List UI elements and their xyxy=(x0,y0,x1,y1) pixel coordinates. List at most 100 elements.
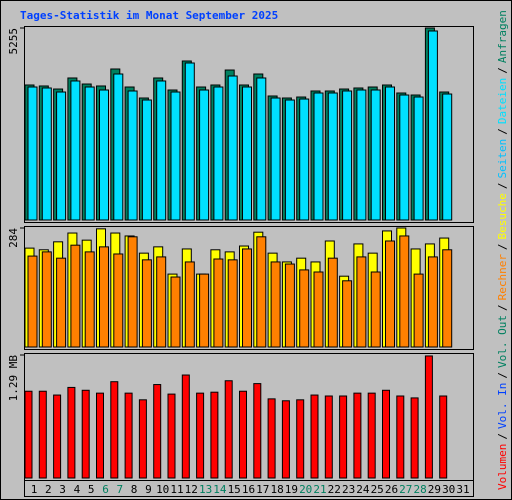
bar xyxy=(127,90,138,221)
bar xyxy=(310,394,319,479)
bar xyxy=(427,30,438,221)
bar xyxy=(367,392,376,479)
bar xyxy=(113,73,124,221)
bar xyxy=(153,384,162,479)
bar xyxy=(442,93,453,221)
x-tick-label: 22 xyxy=(328,483,341,496)
bar xyxy=(67,386,76,479)
bar xyxy=(99,246,109,348)
bar xyxy=(370,271,381,348)
bar xyxy=(413,96,424,221)
x-tick-label: 17 xyxy=(256,483,269,496)
bar xyxy=(227,75,238,221)
bar xyxy=(239,390,247,479)
x-tick-label: 7 xyxy=(116,483,123,496)
bar xyxy=(342,90,353,221)
bar xyxy=(70,244,81,348)
y-tick-label: 5255 xyxy=(7,28,20,55)
bar xyxy=(24,390,33,479)
bar xyxy=(227,259,238,348)
axis-frame xyxy=(24,480,474,497)
bar xyxy=(113,253,124,348)
bar xyxy=(327,92,338,221)
bar xyxy=(413,273,424,348)
x-tick-label: 27 xyxy=(399,483,412,496)
bar xyxy=(156,80,167,221)
x-tick-label: 16 xyxy=(242,483,255,496)
bar xyxy=(213,258,224,348)
bar xyxy=(41,251,52,348)
x-tick-label: 20 xyxy=(299,483,312,496)
bar xyxy=(99,89,109,221)
bar xyxy=(313,271,324,348)
bar xyxy=(370,89,381,221)
legend-entry: Seiten xyxy=(496,139,509,179)
x-tick-label: 18 xyxy=(270,483,283,496)
legend-separator: / xyxy=(496,182,509,189)
bar xyxy=(141,259,152,348)
bar xyxy=(184,62,195,221)
bar xyxy=(56,91,67,221)
bar xyxy=(270,97,281,221)
bar xyxy=(396,395,405,479)
x-tick-label: 10 xyxy=(156,483,169,496)
x-tick-label: 8 xyxy=(131,483,138,496)
bar xyxy=(342,280,353,348)
bar xyxy=(324,395,333,479)
x-tick-label: 21 xyxy=(313,483,326,496)
bar xyxy=(256,236,267,348)
x-tick-label: 30 xyxy=(442,483,455,496)
bar xyxy=(439,395,448,479)
bar xyxy=(256,77,267,221)
x-tick-label: 15 xyxy=(228,483,241,496)
bar xyxy=(313,92,324,221)
bar xyxy=(110,381,119,479)
x-tick-label: 24 xyxy=(356,483,370,496)
bar xyxy=(81,389,90,479)
legend-separator: / xyxy=(496,128,509,135)
x-tick-label: 31 xyxy=(456,483,469,496)
bar xyxy=(399,235,410,348)
x-tick-label: 6 xyxy=(102,483,109,496)
x-tick-label: 26 xyxy=(385,483,398,496)
bar xyxy=(156,256,167,348)
bar xyxy=(299,269,310,348)
bar xyxy=(442,249,453,348)
bar xyxy=(385,240,395,348)
bar xyxy=(382,389,390,479)
bar xyxy=(27,255,38,348)
bar xyxy=(242,86,252,221)
bar xyxy=(70,80,81,221)
bar xyxy=(181,374,190,479)
legend-separator: / xyxy=(496,372,509,379)
bar xyxy=(299,98,310,221)
legend-separator: / xyxy=(496,433,509,440)
bar xyxy=(170,276,181,348)
legend-entry: Volumen xyxy=(496,444,509,490)
legend-entry: Dateien xyxy=(496,78,509,124)
bar xyxy=(167,393,176,479)
legend-entry: Vol. Out xyxy=(496,315,509,368)
x-tick-label: 11 xyxy=(170,483,183,496)
legend-entry: Vol. In xyxy=(496,383,509,429)
bar xyxy=(224,380,233,479)
bar xyxy=(270,261,281,348)
x-tick-label: 13 xyxy=(199,483,212,496)
bar xyxy=(385,86,395,221)
bar xyxy=(210,391,219,479)
bar xyxy=(424,355,433,479)
legend-entry: Besuche xyxy=(496,193,509,239)
x-tick-label: 5 xyxy=(88,483,95,496)
bar xyxy=(56,257,67,348)
bar xyxy=(96,392,104,479)
legend-entry: Anfragen xyxy=(496,10,509,63)
legend-separator: / xyxy=(496,243,509,250)
bar xyxy=(27,86,38,221)
bar xyxy=(281,400,290,479)
bar xyxy=(356,89,367,221)
x-tick-label: 19 xyxy=(285,483,298,496)
bar xyxy=(170,91,181,221)
bar xyxy=(141,99,152,221)
bar xyxy=(124,392,133,479)
